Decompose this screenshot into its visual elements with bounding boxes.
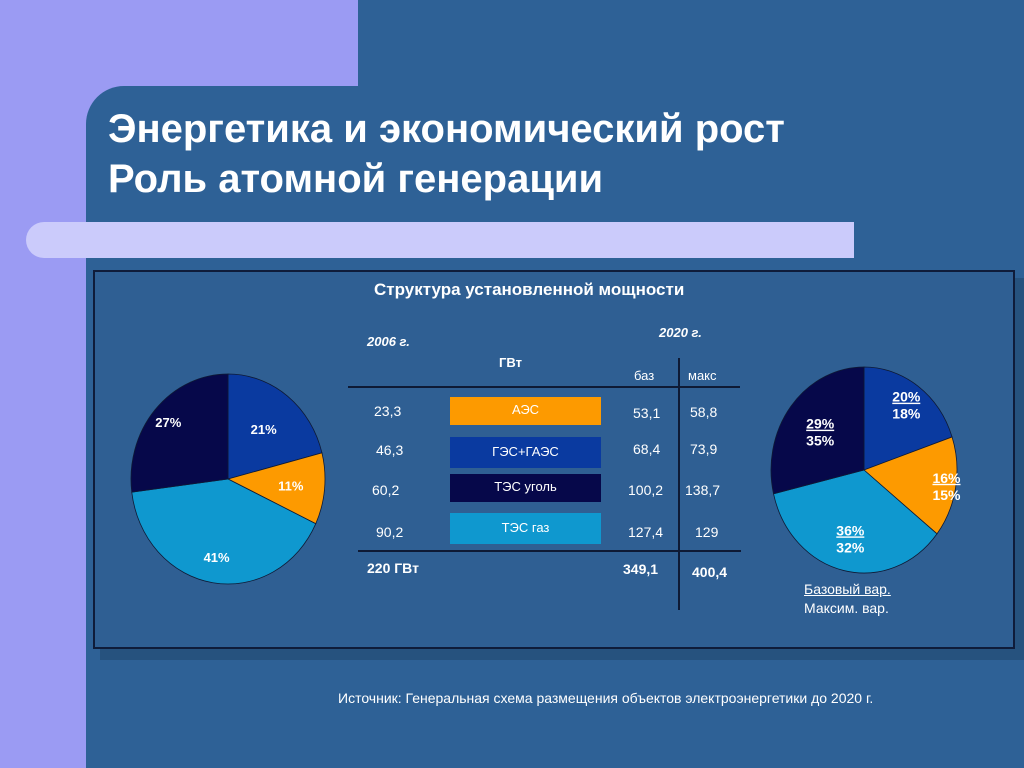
pie-slice-aes	[863, 436, 958, 535]
pie-label-ges: 21%	[251, 422, 277, 437]
table-column-divider	[678, 358, 680, 610]
pie-slice-ges	[227, 373, 323, 480]
pie-label-tes-coal: 27%	[155, 415, 181, 430]
row-aes-max: 58,8	[690, 404, 718, 420]
row-gas-label: ТЭС газ	[450, 513, 601, 544]
pie-label-aes-1: 15%	[932, 487, 961, 503]
pie-label-tes-gas: 41%	[204, 550, 230, 565]
row-gas-base: 127,4	[628, 524, 664, 540]
table-top-rule	[348, 386, 740, 388]
pie-label-tes-gas-0: 36%	[836, 522, 865, 538]
pie-slice-tes-gas	[131, 478, 317, 585]
page-title: Энергетика и экономический рост Роль ато…	[108, 104, 785, 204]
pie-slice-ges	[863, 366, 953, 471]
pie-label-aes-0: 16%	[932, 470, 961, 486]
title-line-1: Энергетика и экономический рост	[108, 107, 785, 151]
row-coal-max: 138,7	[685, 482, 721, 498]
pie-label-tes-coal-1: 35%	[806, 433, 835, 449]
col-base-header: баз	[634, 368, 655, 383]
row-ges-label: ГЭС+ГАЭС	[450, 437, 601, 468]
pie-slice-aes	[226, 452, 326, 525]
total-base: 349,1	[623, 561, 659, 577]
row-ges-2006: 46,3	[376, 442, 404, 458]
legend-max: Максим. вар.	[804, 600, 889, 616]
table-bottom-rule	[358, 550, 741, 552]
row-coal-2006: 60,2	[372, 482, 400, 498]
pie-label-ges-0: 20%	[892, 389, 921, 405]
row-aes-2006: 23,3	[374, 403, 402, 419]
total-max: 400,4	[692, 564, 728, 580]
panel-title: Структура установленной мощности	[374, 280, 685, 299]
background-top-band	[358, 0, 1024, 86]
col-max-header: макс	[688, 368, 717, 383]
decorative-bar	[26, 222, 854, 258]
row-coal-label: ТЭС уголь	[450, 474, 601, 502]
row-aes-base: 53,1	[633, 405, 661, 421]
legend-base: Базовый вар.	[804, 581, 891, 597]
title-line-2: Роль атомной генерации	[108, 157, 604, 201]
pie-chart-2006: 21% 11% 41% 27%	[130, 373, 326, 585]
pie-slice-tes-coal	[770, 366, 865, 495]
year-2006-label: 2006 г.	[367, 334, 410, 349]
row-coal-base: 100,2	[628, 482, 664, 498]
pie-label-tes-coal-0: 29%	[806, 416, 835, 432]
row-ges-base: 68,4	[633, 441, 661, 457]
pie-slice-tes-gas	[773, 469, 938, 574]
unit-label: ГВт	[499, 355, 522, 370]
pie-label-tes-gas-1: 32%	[836, 539, 865, 555]
row-gas-max: 129	[695, 524, 719, 540]
pie-label-aes: 11%	[278, 478, 304, 493]
pie-label-ges-1: 18%	[892, 406, 921, 422]
source-note: Источник: Генеральная схема размещения о…	[338, 690, 874, 706]
row-ges-max: 73,9	[690, 441, 718, 457]
row-aes-label: АЭС	[450, 397, 601, 425]
pie-slice-tes-coal	[130, 373, 229, 493]
year-2020-label: 2020 г.	[659, 325, 702, 340]
total-2006: 220 ГВт	[367, 560, 419, 576]
row-gas-2006: 90,2	[376, 524, 404, 540]
pie-chart-2020: 20%18% 16%15% 36%32% 29%35%	[770, 366, 961, 574]
